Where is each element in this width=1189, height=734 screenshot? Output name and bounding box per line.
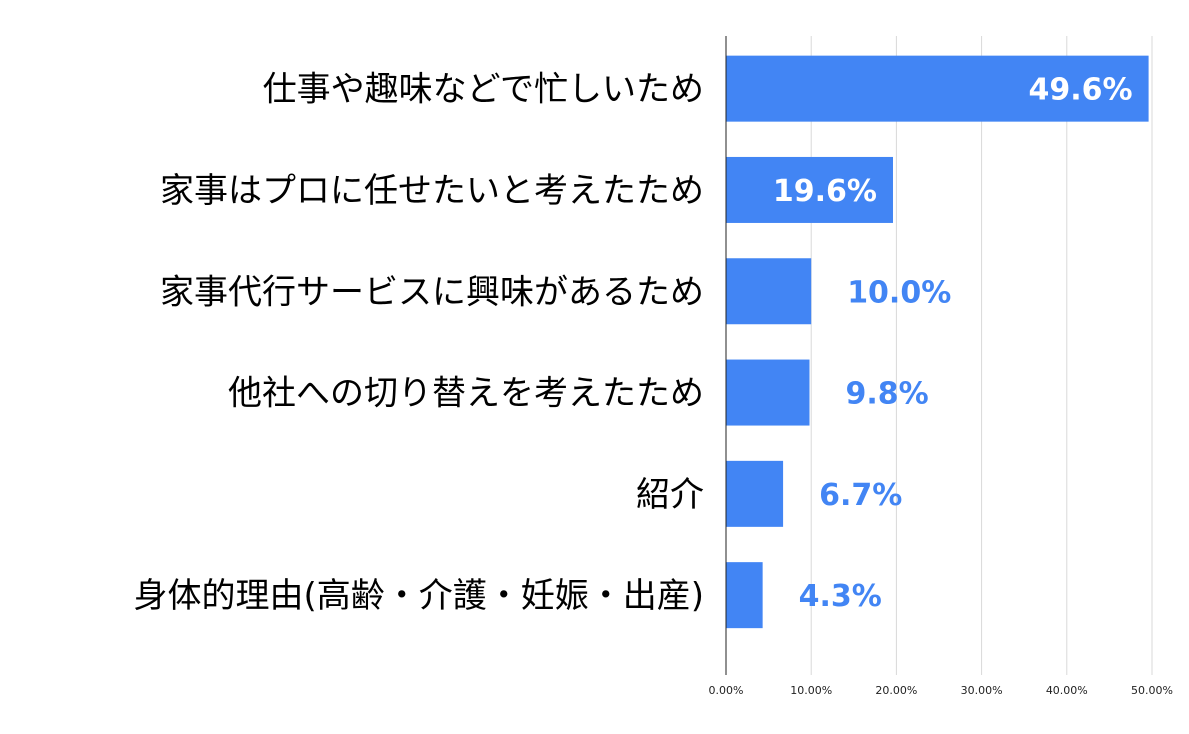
value-label: 10.0% [847,275,951,310]
bar [726,55,1149,122]
x-tick-label: 50.00% [1131,684,1173,697]
bar [726,359,810,426]
x-tick-labels: 0.00% 10.00% 20.00% 30.00% 40.00% 50.00% [709,684,1173,697]
x-tick-label: 10.00% [790,684,832,697]
bar [726,258,812,325]
bars [726,55,1149,629]
category-label: 紹介 [636,475,704,515]
category-label: 家事代行サービスに興味があるため [160,272,704,312]
gridlines [810,36,1153,675]
category-label: 身体的理由(高齢・介護・妊娠・出産) [133,576,704,616]
value-label: 9.8% [845,377,928,412]
bar [726,562,763,629]
x-tick-label: 0.00% [709,684,744,697]
bar [726,156,893,223]
value-label: 6.7% [819,478,902,513]
x-tick-label: 40.00% [1046,684,1088,697]
category-label: 家事はプロに任せたいと考えたため [160,171,704,211]
value-label: 49.6% [1029,73,1133,108]
x-tick-label: 30.00% [961,684,1003,697]
value-labels: 49.6% 19.6% 10.0% 9.8% 6.7% 4.3% [773,73,1133,615]
x-tick-label: 20.00% [875,684,917,697]
category-labels: 仕事や趣味などで忙しいため家事はプロに任せたいと考えたため家事代行サービスに興味… [133,70,704,617]
value-label: 19.6% [773,174,877,209]
bar [726,460,784,527]
value-label: 4.3% [799,579,882,614]
category-label: 他社への切り替えを考えたため [228,374,704,414]
category-label: 仕事や趣味などで忙しいため [263,70,704,110]
